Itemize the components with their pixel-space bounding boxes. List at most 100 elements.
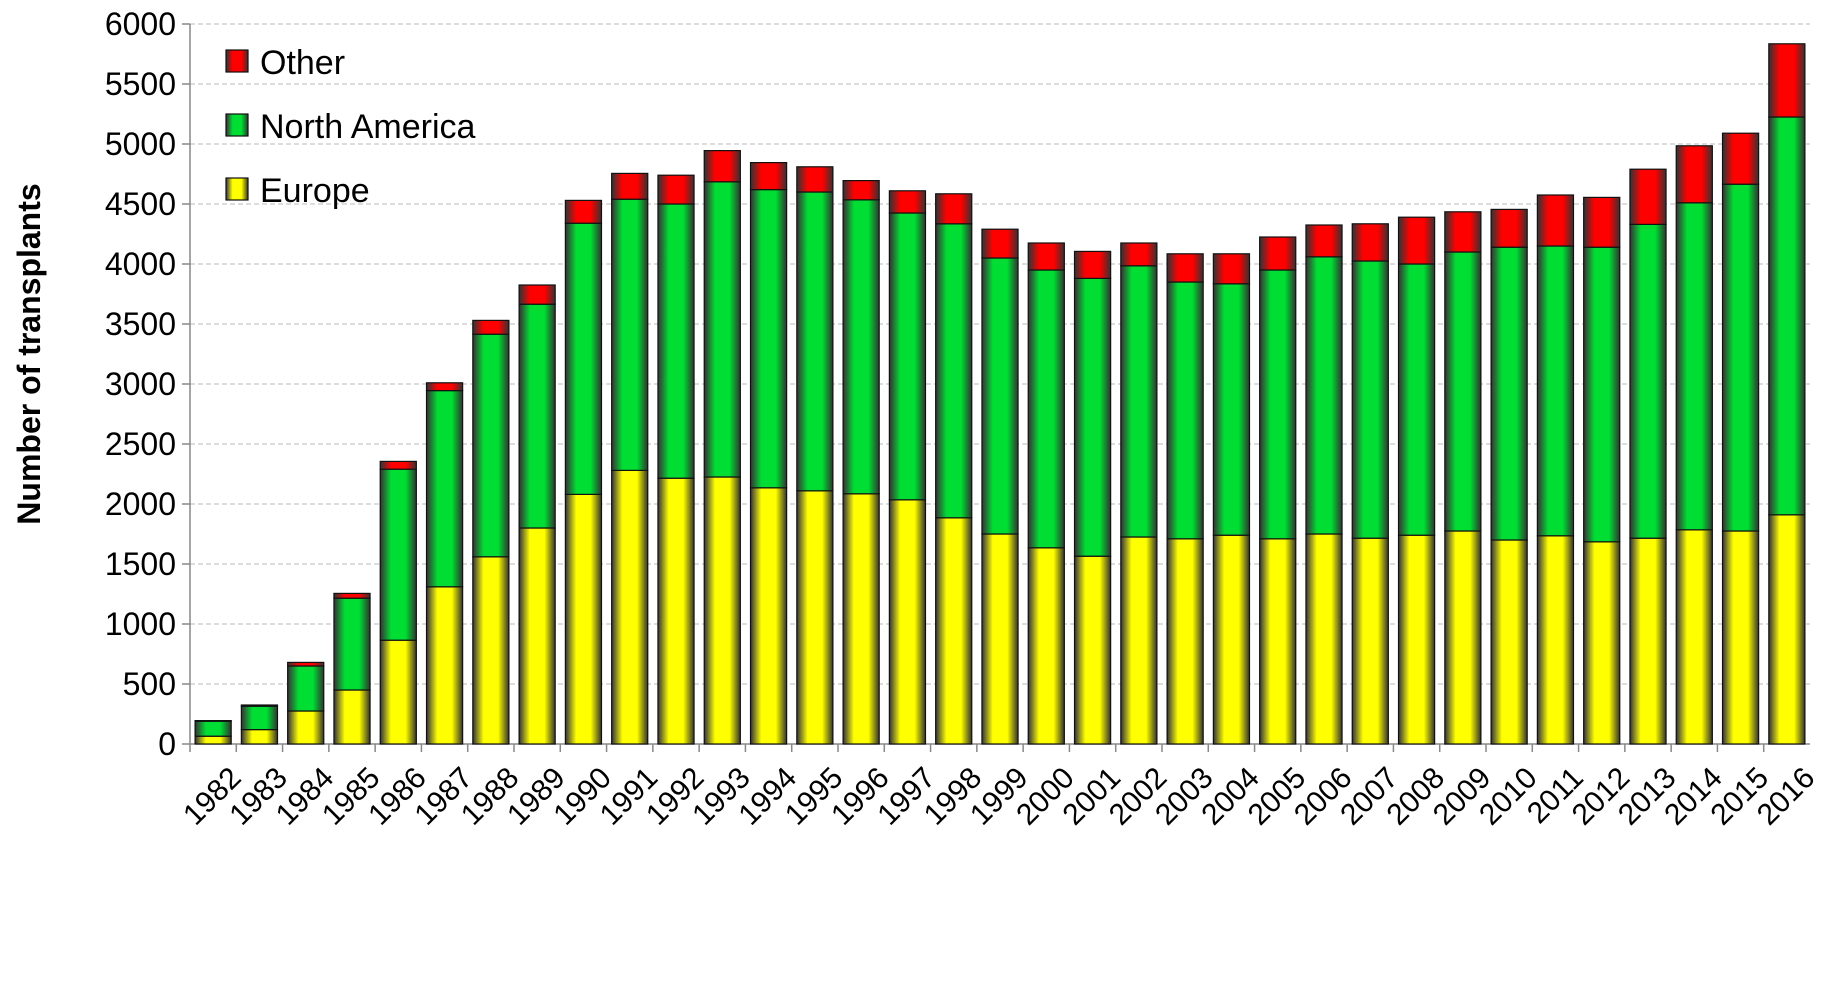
- bar-segment: [564, 199, 603, 224]
- bar-segment: [796, 490, 834, 745]
- bar-segment: [749, 162, 788, 191]
- bar-segment: [1675, 529, 1713, 745]
- bar-segment: [888, 212, 927, 501]
- bar-segment: [1305, 256, 1343, 535]
- bar-segment: [1305, 224, 1343, 258]
- y-tick-label: 3000: [105, 366, 176, 402]
- bar-segment: [425, 586, 464, 745]
- legend-swatch: [225, 113, 249, 137]
- bar-segment: [1259, 269, 1297, 540]
- bar-segment: [472, 333, 510, 558]
- bar-segment: [703, 150, 741, 183]
- bar-segment: [1212, 253, 1251, 285]
- bar-segment: [981, 257, 1019, 535]
- y-tick-label: 4000: [105, 246, 176, 282]
- legend-swatch: [225, 177, 249, 201]
- bar-segment: [1675, 202, 1713, 531]
- bar-segment: [472, 319, 510, 335]
- bar-segment: [379, 468, 417, 641]
- legend-swatch: [225, 49, 249, 73]
- y-axis-label: Number of transplants: [11, 183, 47, 524]
- bar-segment: [1120, 265, 1158, 538]
- bar-segment: [1721, 530, 1760, 745]
- bar-segment: [564, 493, 603, 745]
- y-tick-label: 3500: [105, 306, 176, 342]
- bar-segment: [194, 735, 232, 745]
- bar-segment: [842, 199, 880, 495]
- bar-segment: [935, 223, 973, 519]
- bar-segment: [1397, 263, 1436, 536]
- bar-segment: [1073, 277, 1112, 557]
- bar-segment: [472, 556, 510, 745]
- y-tick-label: 5500: [105, 66, 176, 102]
- y-tick-label: 1500: [105, 546, 176, 582]
- bar-segment: [425, 390, 464, 588]
- bar-segment: [1444, 211, 1482, 253]
- bar-segment: [194, 720, 232, 737]
- bar-segment: [749, 487, 788, 745]
- bar-segment: [1259, 538, 1297, 745]
- y-tick-label: 1000: [105, 606, 176, 642]
- bar-segment: [981, 228, 1019, 259]
- bar-segment: [379, 639, 417, 745]
- bar-segment: [1212, 534, 1251, 745]
- bar-segment: [1027, 242, 1065, 271]
- y-tick-label: 4500: [105, 186, 176, 222]
- bar-segment: [1259, 236, 1297, 271]
- bar-segment: [1027, 547, 1065, 745]
- bar-segment: [1583, 541, 1621, 745]
- bar-segment: [1629, 168, 1667, 225]
- bar-segment: [1397, 216, 1436, 265]
- bar-segment: [333, 592, 371, 599]
- bar-segment: [611, 198, 649, 472]
- bar-segment: [518, 527, 556, 745]
- bar-segment: [240, 705, 279, 731]
- bar-segment: [1212, 283, 1251, 536]
- bar-segment: [287, 661, 325, 667]
- bar-segment: [333, 597, 371, 691]
- bar-segment: [842, 180, 880, 201]
- bar-segment: [935, 517, 973, 745]
- bar-segment: [1721, 183, 1760, 532]
- legend-label: Europe: [260, 172, 370, 210]
- bar-segment: [796, 166, 834, 193]
- y-tick-label: 5000: [105, 126, 176, 162]
- bar-segment: [564, 222, 603, 496]
- bar-segment: [657, 203, 695, 479]
- bar-segment: [1490, 208, 1528, 248]
- bar-segment: [1444, 530, 1482, 745]
- bar-segment: [425, 382, 464, 392]
- bar-segment: [1166, 281, 1204, 540]
- bar-segment: [287, 710, 325, 745]
- bar-segment: [1629, 537, 1667, 745]
- bar-segment: [1629, 223, 1667, 539]
- legend-label: North America: [260, 108, 475, 146]
- bar-segment: [240, 704, 279, 707]
- bar-segment: [1768, 43, 1806, 118]
- bar-segment: [1120, 536, 1158, 745]
- bar-segment: [1397, 534, 1436, 745]
- bar-segment: [935, 193, 973, 225]
- bar-segment: [703, 476, 741, 745]
- bar-segment: [1675, 145, 1713, 204]
- bar-segment: [888, 499, 927, 745]
- bar-segment: [1073, 555, 1112, 745]
- bar-segment: [1536, 535, 1575, 745]
- bar-segment: [1166, 253, 1204, 283]
- bar-segment: [1583, 196, 1621, 248]
- bar-segment: [1768, 116, 1806, 516]
- bar-segment: [842, 493, 880, 745]
- bar-segment: [1536, 245, 1575, 537]
- bar-segment: [1490, 246, 1528, 541]
- bar-segment: [1490, 539, 1528, 745]
- bar-segment: [1073, 250, 1112, 279]
- bar-segment: [1351, 223, 1389, 262]
- bar-segment: [194, 719, 232, 722]
- y-tick-label: 2000: [105, 486, 176, 522]
- bar-segment: [657, 477, 695, 745]
- bar-segment: [796, 191, 834, 492]
- bar-segment: [518, 284, 556, 305]
- bar-segment: [981, 533, 1019, 745]
- bar-segment: [657, 174, 695, 205]
